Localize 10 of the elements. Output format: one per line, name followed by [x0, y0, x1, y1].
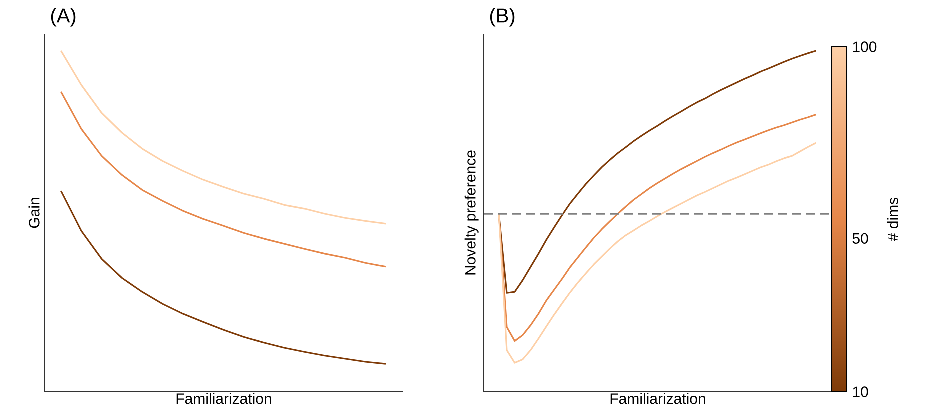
- color-bar-label: 10: [853, 386, 868, 398]
- chart-title: (B): [490, 8, 515, 27]
- x-axis-title: Familiarization: [176, 393, 272, 404]
- y-axis-title: Gain: [28, 198, 40, 228]
- color-bar-label: 50: [852, 233, 868, 244]
- y-axis-title: Novelty preference: [464, 150, 479, 275]
- x-axis-title: Familiarization: [610, 393, 706, 404]
- chart-title: (A): [51, 8, 76, 27]
- color-bar-title: # dims: [887, 198, 898, 242]
- color-bar-label: 100: [853, 42, 877, 52]
